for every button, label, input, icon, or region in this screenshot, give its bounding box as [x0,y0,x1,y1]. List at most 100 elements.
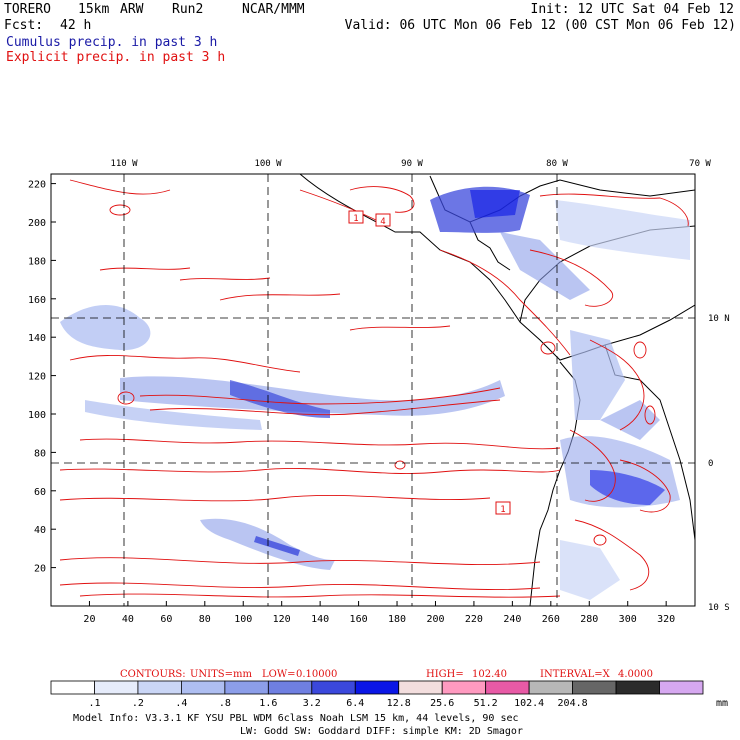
contour-info: CONTOURS: UNITS=mm LOW= 0.10000 HIGH= 10… [120,669,653,680]
fcst-value: 42 h [60,18,92,33]
colorbar-label: .4 [175,698,187,709]
colorbar-swatch [398,680,443,695]
lat-label: 10 N [708,314,730,324]
run-label: Run2 [172,2,204,17]
y-tick-label: 120 [28,372,46,383]
x-tick-label: 60 [160,614,172,625]
contour-box-label: 4 [380,217,385,227]
x-tick-labels: 20 40 60 80 100 120 140 160 180 200 220 240 260 280 30… [83,614,675,625]
colorbar-label: 3.2 [303,698,321,709]
lon-label: 110 W [110,159,138,169]
model-info-line2: LW: Godd SW: Goddard DIFF: simple KM: 2D… [240,726,523,737]
colorbar-label: 12.8 [387,698,411,709]
plot-frame [50,173,696,607]
colorbar-swatch [50,680,95,695]
colorbar-swatch [528,680,574,695]
field-title-cumulus: Cumulus precip. in past 3 h [6,35,218,50]
map-field: 1 4 1 [51,174,695,606]
latlon-grid [51,174,695,606]
valid-time: Valid: 06 UTC Mon 06 Feb 12 (00 CST Mon … [344,18,736,33]
x-tick-label: 140 [311,614,329,625]
axis-ticks [51,183,667,606]
contour-high-value: 102.40 [472,669,507,680]
colorbar-label: 102.4 [514,698,544,709]
lat-label: 10 S [708,603,730,613]
lat-labels: 10 N 0 10 S [708,314,730,613]
x-tick-label: 220 [465,614,483,625]
colorbar-swatch [572,680,617,695]
contour-units: UNITS=mm [190,669,253,680]
y-tick-label: 160 [28,295,46,306]
colorbar-swatch [267,680,313,695]
x-tick-label: 320 [657,614,675,625]
x-tick-label: 200 [426,614,444,625]
x-tick-label: 180 [388,614,406,625]
model-type: ARW [120,2,144,17]
colorbar-swatch [180,680,226,695]
y-tick-label: 140 [28,333,46,344]
x-tick-label: 120 [273,614,291,625]
y-tick-label: 100 [28,410,46,421]
colorbar-swatch [94,680,139,695]
y-tick-label: 20 [34,564,46,575]
colorbar-swatch [137,680,182,695]
contour-high-label: HIGH= [426,669,464,680]
x-tick-label: 160 [350,614,368,625]
y-tick-label: 180 [28,256,46,267]
colorbar-swatch [615,680,660,695]
colorbar-swatch [659,680,704,695]
colorbar-label: .1 [88,698,100,709]
model-name: TORERO [4,2,51,17]
lon-label: 80 W [546,159,568,169]
colorbar-swatch [441,680,487,695]
lon-label: 70 W [689,159,711,169]
colorbar-label: .2 [132,698,144,709]
colorbar-swatch [224,680,269,695]
colorbar-swatch [311,680,356,695]
colorbar-labels: .1 .2 .4 .8 1.6 3.2 6.4 12.8 25.6 51.2 102.4 204.8 [88,698,587,709]
colorbar-label: 25.6 [430,698,454,709]
field-title-explicit: Explicit precip. in past 3 h [6,50,226,65]
x-tick-label: 240 [503,614,521,625]
contour-low-value: 0.10000 [296,669,337,680]
colorbar-swatch [485,680,530,695]
resolution: 15km [78,2,110,17]
colorbar-label: 1.6 [259,698,277,709]
y-tick-label: 200 [28,218,46,229]
x-tick-label: 40 [122,614,134,625]
fcst-label: Fcst: [4,18,44,33]
contour-low-label: LOW= [262,669,296,680]
x-tick-label: 80 [199,614,211,625]
y-tick-labels: 220 200 180 160 140 120 100 80 60 40 20 [28,180,46,575]
lon-labels: 110 W 100 W 90 W 80 W 70 W [110,159,711,169]
init-time: Init: 12 UTC Sat 04 Feb 12 [530,2,735,17]
lon-label: 100 W [254,159,282,169]
colorbar-unit: mm [716,698,728,709]
model-info-line1: Model Info: V3.3.1 KF YSU PBL WDM 6class… [73,713,519,724]
contour-info-label: CONTOURS: [120,669,186,680]
x-tick-label: 260 [542,614,560,625]
y-tick-label: 60 [34,487,46,498]
x-tick-label: 100 [234,614,252,625]
colorbar [50,680,704,695]
x-tick-label: 280 [580,614,598,625]
contour-box-label: 1 [500,505,505,515]
colorbar-label: 204.8 [558,698,588,709]
contour-box-label: 1 [353,214,358,224]
contour-interval-label: INTERVAL=X [540,669,611,680]
y-tick-label: 220 [28,180,46,191]
colorbar-swatch [354,680,400,695]
contour-interval-value: 4.0000 [618,669,653,680]
colorbar-label: 51.2 [474,698,498,709]
center-label: NCAR/MMM [242,2,305,17]
colorbar-label: 6.4 [346,698,364,709]
y-tick-label: 80 [34,448,46,459]
y-tick-label: 40 [34,525,46,536]
lon-label: 90 W [401,159,423,169]
x-tick-label: 300 [619,614,637,625]
colorbar-label: .8 [219,698,231,709]
contour-label-boxes: 1 4 1 [348,210,511,515]
lat-label: 0 [708,459,713,469]
x-tick-label: 20 [83,614,95,625]
